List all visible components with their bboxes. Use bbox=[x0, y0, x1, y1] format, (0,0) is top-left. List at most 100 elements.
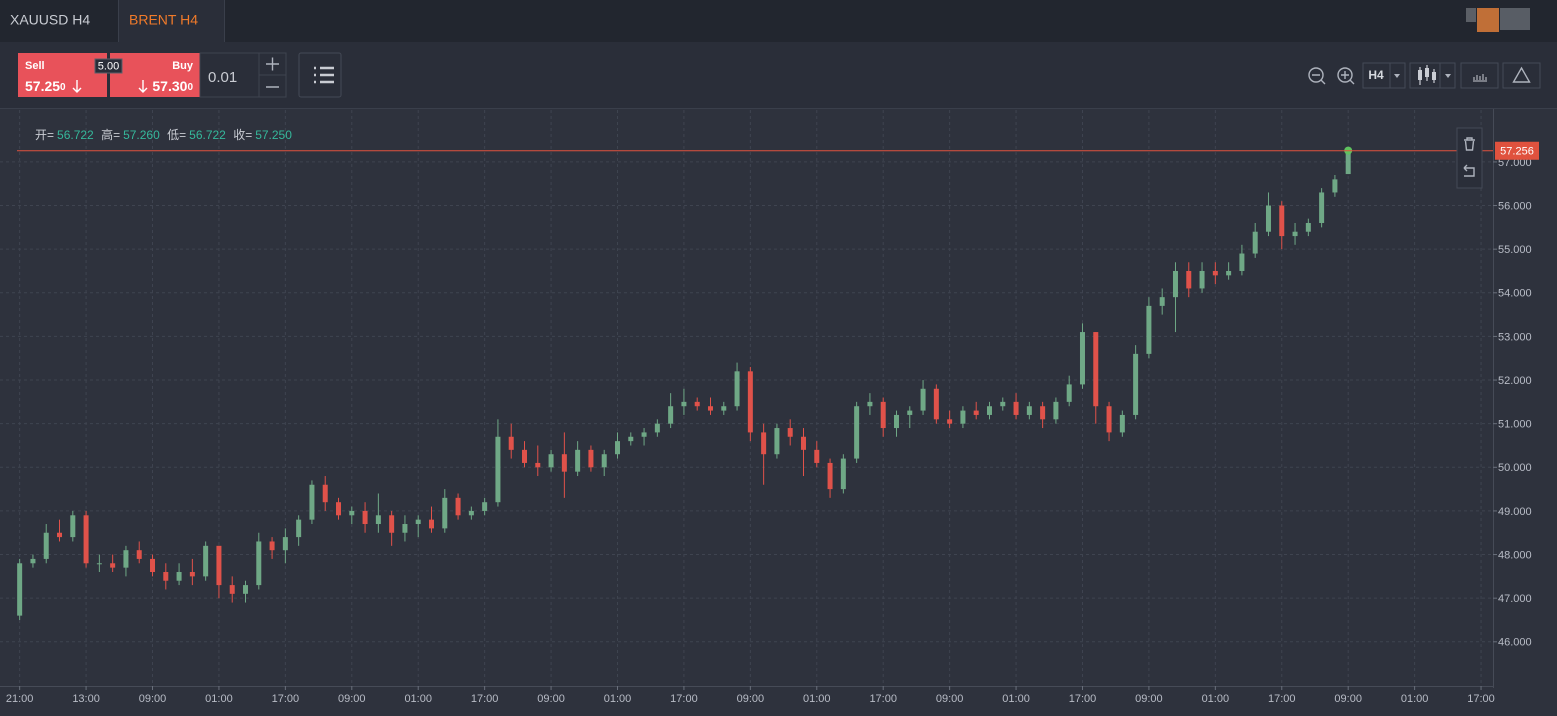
candle-body bbox=[734, 371, 740, 407]
sell-price: 57.250 bbox=[25, 78, 66, 94]
candle-body bbox=[947, 419, 953, 424]
candle-body bbox=[43, 532, 49, 559]
side-tools-box bbox=[1456, 127, 1483, 189]
lot-input[interactable] bbox=[199, 52, 260, 98]
candle-body bbox=[282, 537, 288, 551]
candle-body bbox=[57, 532, 63, 538]
indicator-button[interactable] bbox=[1460, 62, 1499, 89]
candle-body bbox=[814, 449, 820, 463]
candle-icon bbox=[1425, 68, 1429, 77]
candle-icon bbox=[1418, 70, 1422, 80]
candle-body bbox=[482, 502, 488, 511]
y-tick-label: 57.000 bbox=[1498, 157, 1532, 169]
price-pip: 0 bbox=[187, 82, 193, 93]
candle-body bbox=[694, 401, 700, 407]
x-tick-label: 13:00 bbox=[72, 693, 100, 705]
x-tick-label: 09:00 bbox=[537, 693, 565, 705]
candle-body bbox=[1332, 179, 1338, 193]
ohlc-value: 56.722 bbox=[57, 128, 94, 142]
x-tick-label: 01:00 bbox=[205, 693, 233, 705]
zoom-in[interactable] bbox=[1337, 67, 1355, 85]
candle-body bbox=[854, 406, 860, 459]
candle-body bbox=[1066, 384, 1072, 402]
candle-body bbox=[136, 550, 142, 559]
price-label-bg bbox=[1495, 141, 1539, 160]
side-tools bbox=[1456, 127, 1483, 189]
y-tick-label: 53.000 bbox=[1498, 331, 1532, 343]
candle-body bbox=[1239, 253, 1245, 271]
icon bbox=[1341, 71, 1355, 85]
x-tick-label: 09:00 bbox=[338, 693, 366, 705]
candle-body bbox=[96, 563, 102, 565]
tab-active[interactable] bbox=[119, 0, 224, 43]
y-tick-label: 56.000 bbox=[1498, 200, 1532, 212]
candle-body bbox=[83, 515, 89, 564]
lot-value: 0.01 bbox=[208, 69, 237, 86]
candle-body bbox=[189, 572, 195, 577]
plus-minus bbox=[266, 57, 279, 88]
x-tick-label: 09:00 bbox=[139, 693, 167, 705]
candle-body bbox=[1212, 270, 1218, 276]
caret bbox=[1394, 74, 1400, 78]
tab[interactable] bbox=[0, 0, 118, 42]
price-main: 57.25 bbox=[25, 78, 60, 94]
candle-body bbox=[176, 572, 182, 581]
x-tick-label: 01:00 bbox=[803, 693, 831, 705]
candle-body bbox=[362, 510, 368, 525]
y-tick-label: 50.000 bbox=[1498, 462, 1532, 474]
ohlc-value: 57.260 bbox=[123, 128, 160, 142]
candle-body bbox=[1252, 231, 1258, 254]
buy-button[interactable]: Buy 57.300 bbox=[110, 53, 200, 97]
candle-body bbox=[774, 428, 780, 455]
sell-label: Sell bbox=[25, 60, 45, 72]
x-tick-label: 01:00 bbox=[1202, 693, 1230, 705]
sell-button[interactable]: Sell 57.250 bbox=[18, 53, 107, 97]
candle-body bbox=[110, 563, 116, 568]
candle-body bbox=[402, 524, 408, 533]
candle-body bbox=[800, 436, 806, 450]
ohlc-value: 57.250 bbox=[255, 128, 292, 142]
zoom-out[interactable] bbox=[1308, 67, 1326, 85]
x-tick-label: 21:00 bbox=[6, 693, 34, 705]
avatar-part bbox=[1477, 8, 1499, 32]
price-main: 57.30 bbox=[152, 78, 187, 94]
candle-body bbox=[269, 541, 275, 551]
candle-body bbox=[1106, 406, 1112, 433]
candle-body bbox=[349, 510, 355, 516]
ohlc-key: 低= bbox=[167, 128, 186, 142]
buy-label: Buy bbox=[172, 60, 194, 72]
candle-body bbox=[229, 585, 235, 594]
down-arrow bbox=[72, 80, 82, 93]
candle-body bbox=[973, 410, 979, 415]
candle-body bbox=[893, 414, 899, 429]
x-tick-label: 17:00 bbox=[1268, 693, 1296, 705]
candle-body bbox=[1345, 151, 1351, 175]
triangle-icon bbox=[1512, 66, 1531, 83]
x-tick-label: 01:00 bbox=[404, 693, 432, 705]
spread: 5.00 bbox=[98, 60, 119, 72]
candle-body bbox=[1079, 332, 1085, 385]
candle-body bbox=[827, 462, 833, 490]
candle-body bbox=[1279, 205, 1285, 237]
price-pip: 0 bbox=[60, 82, 66, 93]
avatar[interactable] bbox=[1466, 8, 1530, 32]
x-tick-label: 01:00 bbox=[1002, 693, 1030, 705]
candle-body bbox=[1119, 414, 1125, 433]
down-arrow bbox=[138, 80, 148, 93]
tab-label-active: BRENT H4 bbox=[129, 12, 198, 28]
undo-icon[interactable] bbox=[1463, 164, 1475, 177]
candle-body bbox=[588, 449, 594, 468]
candle-body bbox=[389, 515, 395, 533]
candle-body bbox=[336, 502, 342, 516]
indicator-icon bbox=[1473, 74, 1487, 82]
price-label: 57.256 bbox=[1500, 146, 1534, 158]
ohlc-key: 收= bbox=[233, 128, 252, 142]
y-tick-label: 55.000 bbox=[1498, 244, 1532, 256]
candle-body bbox=[123, 550, 129, 568]
candle-body bbox=[1292, 231, 1298, 237]
caret bbox=[1445, 74, 1451, 78]
trash-icon[interactable] bbox=[1464, 137, 1475, 151]
x-tick-label: 17:00 bbox=[272, 693, 300, 705]
candle-body bbox=[1026, 406, 1032, 415]
